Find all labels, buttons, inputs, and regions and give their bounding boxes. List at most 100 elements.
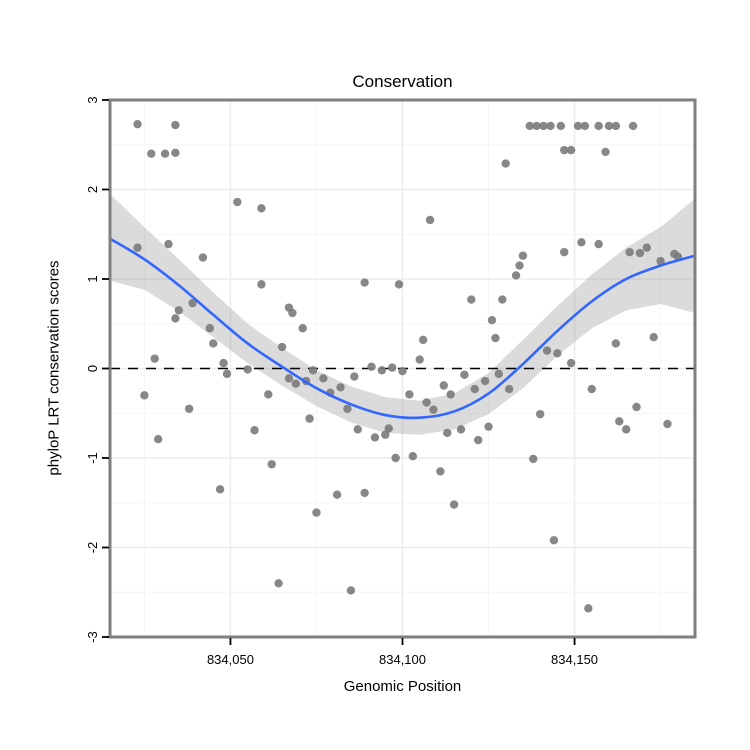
data-point <box>491 333 500 343</box>
data-point <box>257 280 266 289</box>
data-point <box>150 354 159 363</box>
data-point <box>566 145 576 155</box>
data-point <box>532 121 541 131</box>
data-point <box>171 120 180 130</box>
data-point <box>198 253 208 262</box>
data-point <box>649 332 658 342</box>
x-tick-label: 834,100 <box>379 652 426 667</box>
data-point <box>494 369 504 379</box>
y-tick-label: 3 <box>85 96 100 103</box>
y-tick-label: -1 <box>85 452 100 464</box>
data-point <box>370 433 380 442</box>
data-point <box>153 435 163 444</box>
data-point <box>511 271 521 280</box>
data-point <box>456 425 466 434</box>
data-point <box>460 370 469 379</box>
data-point <box>171 314 180 323</box>
data-point <box>418 335 428 345</box>
y-tick-label: 2 <box>85 186 100 193</box>
data-point <box>405 390 414 399</box>
data-point <box>312 508 321 517</box>
data-point <box>360 488 369 498</box>
confidence-ribbon <box>110 193 695 435</box>
data-point <box>188 298 197 308</box>
data-point <box>429 405 438 414</box>
data-point <box>219 358 228 368</box>
data-point <box>611 121 621 131</box>
data-point <box>398 366 407 376</box>
data-point <box>308 366 318 375</box>
data-point <box>467 295 476 304</box>
data-point <box>343 404 352 413</box>
data-point <box>611 339 621 348</box>
data-point <box>367 362 376 371</box>
data-point <box>501 159 510 168</box>
data-point <box>408 452 418 461</box>
data-point <box>604 121 614 131</box>
chart-title: Conservation <box>352 72 453 91</box>
data-point <box>529 454 538 464</box>
data-point <box>360 278 369 287</box>
data-point <box>587 384 596 394</box>
data-point <box>566 358 576 368</box>
data-point <box>656 256 665 266</box>
data-point <box>209 339 218 348</box>
data-point <box>449 500 459 509</box>
data-point <box>147 149 156 158</box>
data-point <box>243 365 252 374</box>
data-point <box>215 485 225 494</box>
data-point <box>205 324 214 333</box>
data-point <box>594 121 603 131</box>
data-point <box>480 376 490 386</box>
data-point <box>305 414 314 423</box>
x-axis-title: Genomic Position <box>343 678 462 695</box>
data-point <box>336 383 345 392</box>
data-point <box>384 424 393 433</box>
data-point <box>332 490 342 499</box>
data-point <box>377 366 387 375</box>
data-point <box>415 355 424 364</box>
data-point <box>577 238 586 247</box>
data-point <box>628 121 638 131</box>
data-point <box>277 342 287 352</box>
data-point <box>546 121 555 131</box>
loess-line <box>109 237 696 420</box>
data-point <box>573 121 583 131</box>
data-point <box>436 467 445 476</box>
data-point <box>621 425 631 434</box>
data-point <box>584 604 593 613</box>
data-point <box>539 121 548 131</box>
data-point <box>487 315 497 325</box>
data-point <box>549 536 559 545</box>
data-point <box>560 247 569 257</box>
x-tick-label: 834,050 <box>207 652 254 667</box>
data-point <box>632 402 641 412</box>
data-point <box>298 324 307 333</box>
data-point <box>601 147 610 157</box>
data-point <box>542 346 552 355</box>
data-point <box>391 453 400 463</box>
data-point <box>425 215 435 225</box>
data-point <box>556 121 565 131</box>
data-point <box>515 261 524 270</box>
data-point <box>387 363 397 372</box>
data-point <box>580 121 590 131</box>
data-point <box>288 308 297 318</box>
data-point <box>642 243 652 252</box>
data-point <box>560 145 569 155</box>
data-point <box>140 391 149 400</box>
data-point <box>291 379 301 388</box>
data-point <box>233 197 242 207</box>
data-point <box>350 372 359 381</box>
data-point <box>250 426 259 435</box>
data-point <box>171 148 180 158</box>
data-point <box>553 349 562 358</box>
data-point <box>267 460 276 469</box>
y-tick-label: -2 <box>85 542 100 554</box>
data-point <box>594 239 603 249</box>
data-point <box>498 295 507 304</box>
y-tick-label: -3 <box>85 631 100 643</box>
data-point <box>446 390 455 399</box>
